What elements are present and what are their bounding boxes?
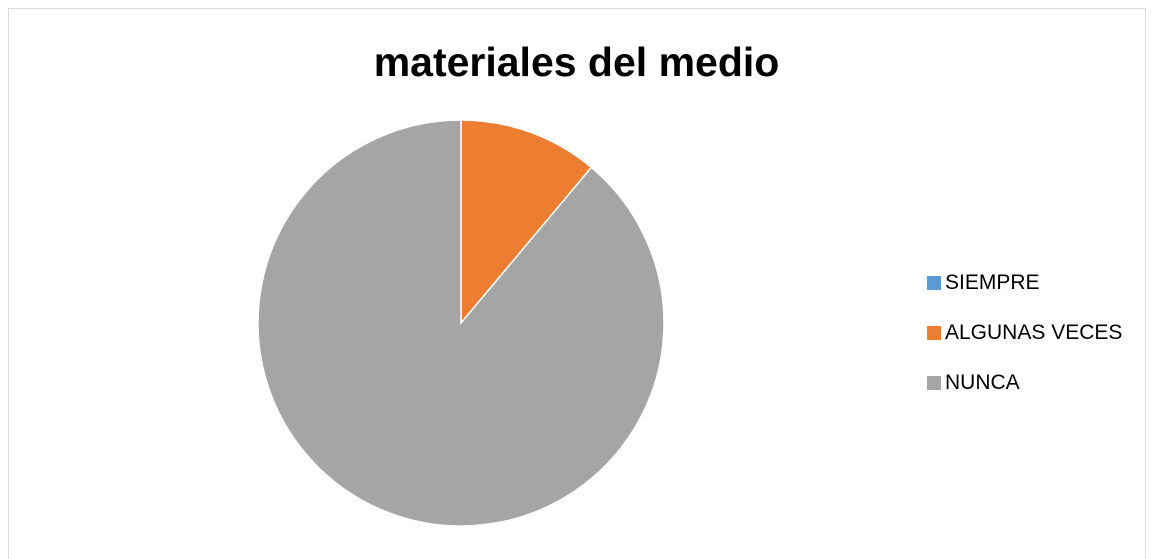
legend-item-nunca: NUNCA <box>927 358 1122 408</box>
pie-slices <box>258 120 664 526</box>
legend-label-algunas-veces: ALGUNAS VECES <box>945 321 1122 345</box>
legend-item-algunas-veces: ALGUNAS VECES <box>927 308 1122 358</box>
legend-label-siempre: SIEMPRE <box>945 271 1040 295</box>
legend: SIEMPRE ALGUNAS VECES NUNCA <box>927 258 1122 408</box>
pie-slice-nunca <box>258 120 664 526</box>
legend-swatch-algunas-veces <box>927 326 941 340</box>
legend-label-nunca: NUNCA <box>945 371 1020 395</box>
legend-swatch-siempre <box>927 276 941 290</box>
legend-swatch-nunca <box>927 376 941 390</box>
legend-item-siempre: SIEMPRE <box>927 258 1122 308</box>
